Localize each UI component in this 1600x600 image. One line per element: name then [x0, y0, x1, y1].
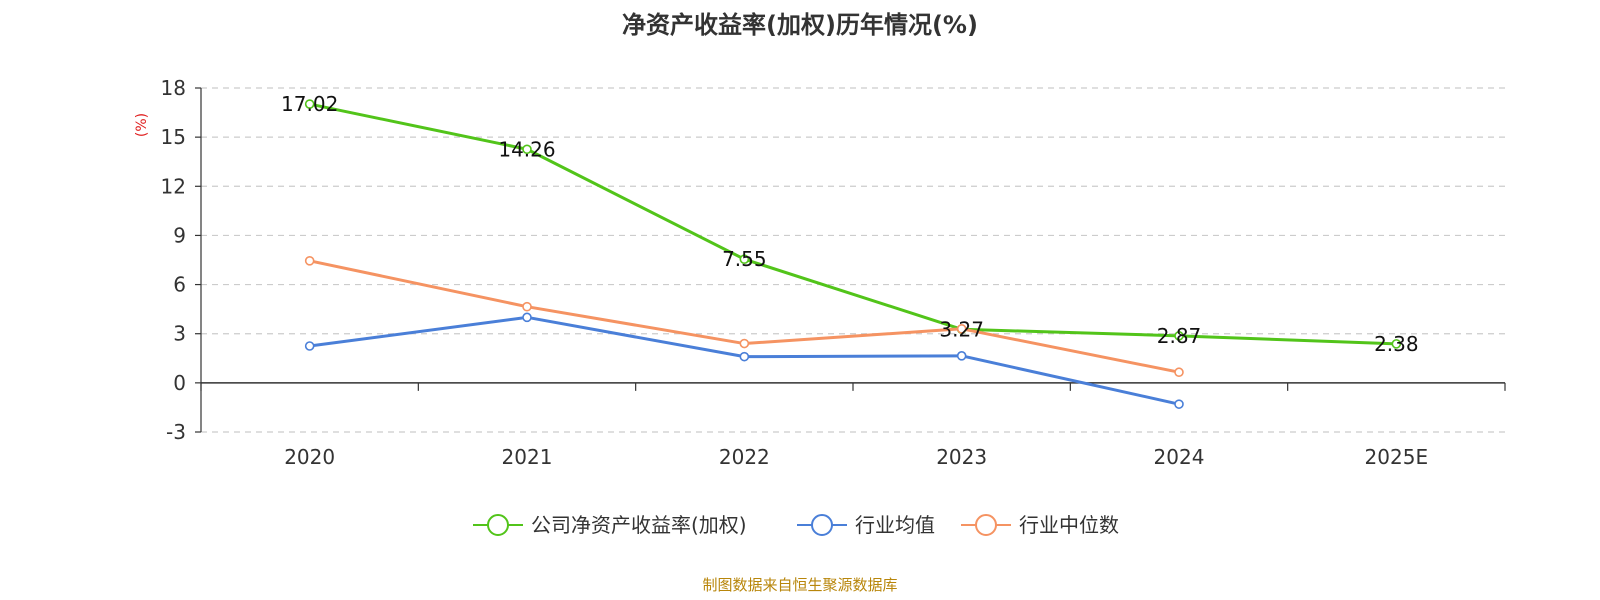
x-tick-label: 2024: [1154, 445, 1205, 469]
data-point[interactable]: [739, 338, 750, 349]
legend-label: 公司净资产收益率(加权): [531, 513, 747, 537]
grid-lines: [201, 87, 1505, 433]
data-label: 3.27: [939, 317, 984, 341]
data-point[interactable]: [304, 256, 315, 266]
y-tick-label: -3: [166, 420, 186, 444]
data-point[interactable]: [1174, 367, 1184, 378]
legend[interactable]: 公司净资产收益率(加权) 行业均值 行业中位数: [473, 513, 1119, 537]
legend-swatch-marker: [811, 514, 833, 536]
data-point[interactable]: [522, 301, 532, 312]
x-tick-label: 2025E: [1365, 445, 1429, 469]
legend-swatch-marker: [975, 514, 997, 536]
data-point[interactable]: [739, 351, 750, 362]
data-point[interactable]: [956, 351, 967, 361]
y-tick-label: 12: [161, 174, 186, 198]
y-tick-label: 15: [161, 125, 186, 149]
data-point[interactable]: [1174, 399, 1184, 409]
data-point[interactable]: [1174, 331, 1184, 341]
data-label: 2.87: [1157, 324, 1202, 348]
y-tick-label: 6: [173, 273, 186, 297]
y-tick-label: 0: [173, 371, 186, 395]
legend-label: 行业均值: [855, 513, 935, 537]
data-point[interactable]: [956, 323, 967, 334]
x-tick-label: 2022: [719, 445, 770, 469]
axes: -3 0 3 6 9 12 15 18 2020 2021 2022 2023 2024 2025E: [161, 76, 1506, 469]
series-line-0: [309, 102, 1397, 346]
data-label: 17.02: [281, 92, 338, 116]
x-tick-label: 2023: [936, 445, 987, 469]
x-tick-label: 2020: [284, 445, 335, 469]
data-label: 14.26: [498, 137, 555, 161]
y-axis-label: (%): [134, 113, 150, 137]
data-point[interactable]: [522, 312, 532, 323]
data-point[interactable]: [304, 341, 315, 351]
series-lines: [304, 99, 1402, 409]
y-tick-label: 9: [173, 223, 186, 247]
legend-item-2[interactable]: 行业中位数: [961, 513, 1119, 537]
y-tick-label: 3: [173, 322, 186, 346]
data-point[interactable]: [1391, 339, 1402, 349]
y-tick-label: 18: [161, 76, 186, 100]
data-point[interactable]: [304, 99, 315, 109]
data-label: 7.55: [722, 247, 767, 271]
legend-label: 行业中位数: [1019, 513, 1119, 537]
legend-swatch-marker: [487, 514, 509, 536]
legend-item-1[interactable]: 行业均值: [797, 513, 935, 537]
legend-item-0[interactable]: 公司净资产收益率(加权): [473, 513, 747, 537]
data-point[interactable]: [739, 254, 750, 264]
x-tick-label: 2021: [502, 445, 553, 469]
source-note: 制图数据来自恒生聚源数据库: [702, 576, 897, 594]
data-labels: 17.02 14.26 7.55 3.27 2.87 2.38: [281, 92, 1419, 356]
data-point[interactable]: [522, 144, 532, 155]
data-label: 2.38: [1374, 332, 1419, 356]
chart-title: 净资产收益率(加权)历年情况(%): [622, 11, 978, 39]
